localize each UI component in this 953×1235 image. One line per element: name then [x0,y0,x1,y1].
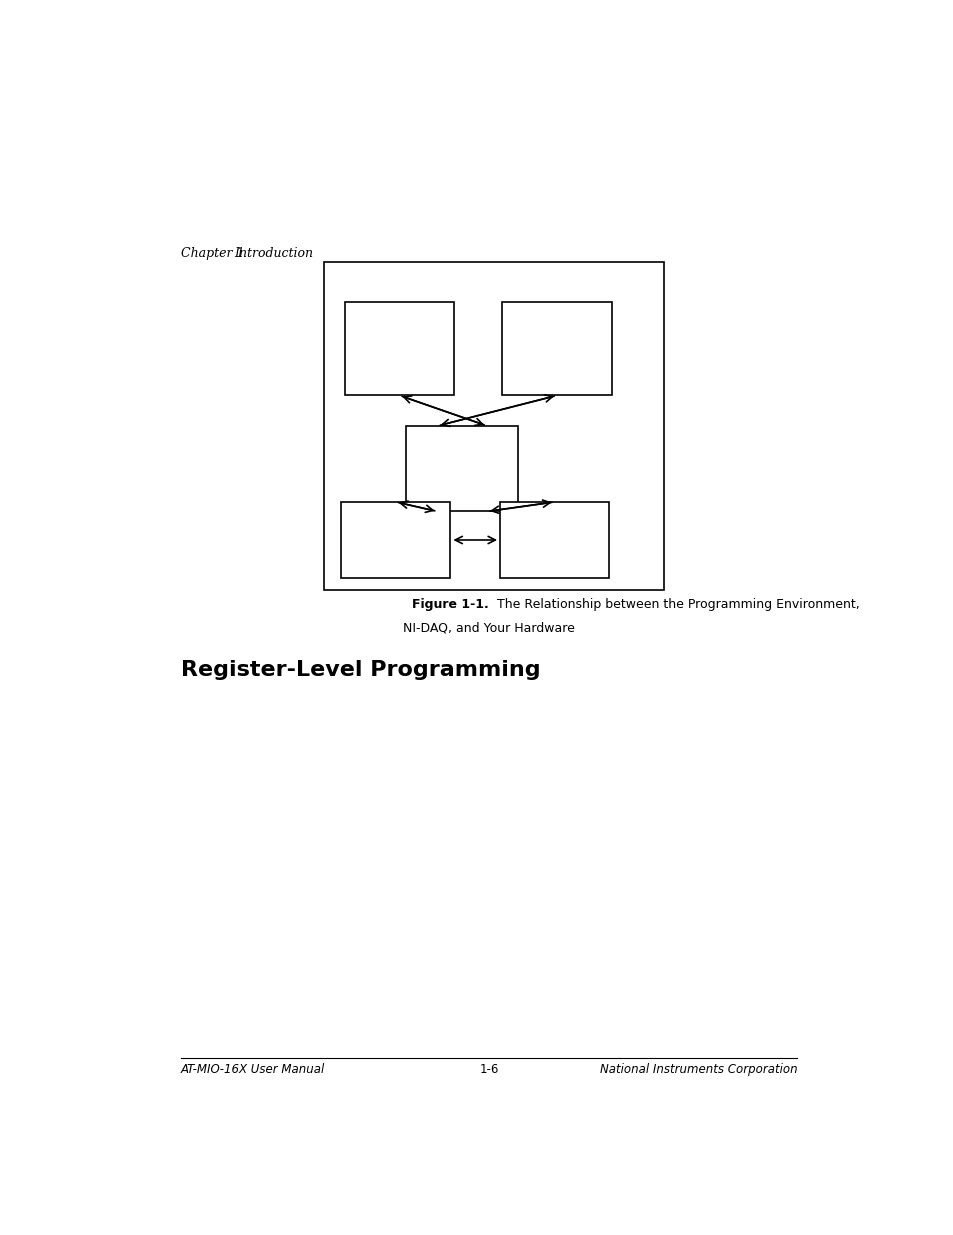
Text: Chapter 1: Chapter 1 [180,247,244,261]
Text: 1-6: 1-6 [478,1063,498,1076]
Text: Introduction: Introduction [233,247,313,261]
Bar [344,303,454,395]
Bar [501,303,611,395]
Text: Figure 1-1.: Figure 1-1. [412,598,488,611]
Bar [406,426,518,511]
Bar [324,262,663,590]
Text: The Relationship between the Programming Environment,: The Relationship between the Programming… [488,598,859,611]
Text: Register-Level Programming: Register-Level Programming [180,659,539,679]
Text: NI-DAQ, and Your Hardware: NI-DAQ, and Your Hardware [402,621,575,635]
Bar [499,501,609,578]
Bar [341,501,450,578]
Text: AT-MIO-16X User Manual: AT-MIO-16X User Manual [180,1063,325,1076]
Text: National Instruments Corporation: National Instruments Corporation [599,1063,797,1076]
